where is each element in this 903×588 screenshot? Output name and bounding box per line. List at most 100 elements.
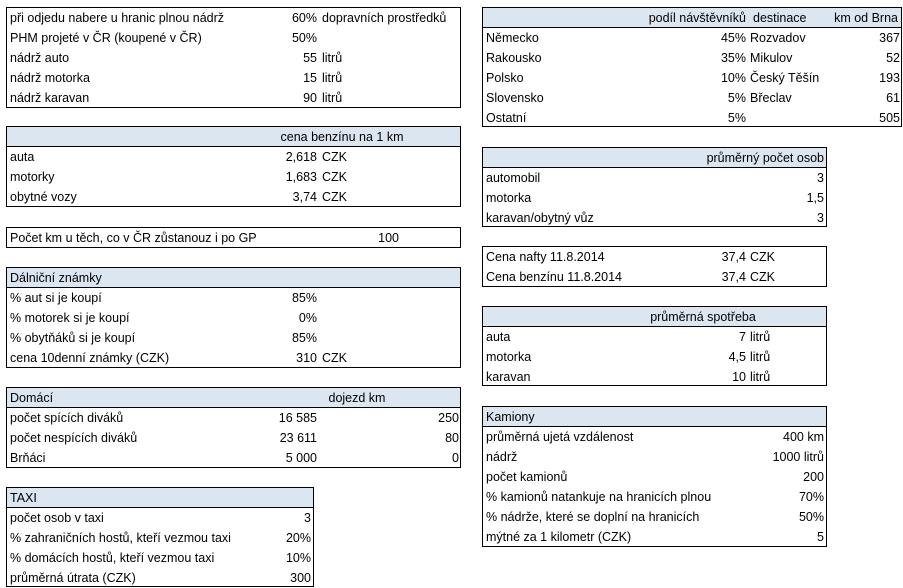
row-km[interactable]: 61 — [886, 91, 900, 105]
row-label[interactable]: obytné vozy — [10, 190, 77, 204]
row-value[interactable]: 50% — [291, 31, 317, 45]
row-label[interactable]: % motorek si je koupí — [10, 311, 130, 325]
row-label[interactable]: auta — [486, 330, 511, 344]
row-value[interactable]: 20% — [285, 531, 311, 545]
row-value[interactable]: 1,5 — [806, 191, 824, 205]
row-value[interactable]: 1000 litrů — [772, 450, 824, 464]
row-value[interactable]: 10% — [285, 551, 311, 565]
row-label[interactable]: počet spících diváků — [10, 411, 124, 425]
row-unit[interactable]: litrů — [322, 91, 343, 105]
row-dest[interactable]: Český Těšín — [750, 71, 820, 85]
row-value[interactable]: 23 611 — [279, 431, 317, 445]
row-country[interactable]: Slovensko — [486, 91, 544, 105]
header-share-label[interactable]: podíl návštěvníků — [648, 11, 746, 25]
row-value[interactable]: 60% — [291, 11, 317, 25]
row-label[interactable]: průměrná ujetá vzdálenost — [486, 430, 634, 444]
row-value[interactable]: 3,74 — [292, 190, 317, 204]
row-label[interactable]: nádrž auto — [10, 51, 70, 65]
row-km[interactable]: 80 — [445, 431, 459, 445]
row-value[interactable]: 200 — [803, 470, 824, 484]
row-label[interactable]: mýtné za 1 kilometr (CZK) — [486, 530, 632, 544]
header-dest-label[interactable]: destinace — [753, 11, 807, 25]
row-dest[interactable]: Mikulov — [750, 51, 793, 65]
row-label[interactable]: nádrž motorka — [10, 71, 90, 85]
row-km[interactable]: 0 — [452, 451, 459, 465]
row-value[interactable]: 10 — [732, 370, 746, 384]
row-label[interactable]: % nádrže, které se doplní na hranicích — [486, 510, 700, 524]
row-label[interactable]: karavan — [486, 370, 531, 384]
row-km[interactable]: 367 — [879, 31, 900, 45]
row-value[interactable]: 85% — [291, 291, 317, 305]
row-label[interactable]: % zahraničních hostů, kteří vezmou taxi — [10, 531, 231, 545]
row-label[interactable]: Počet km u těch, co v ČR zůstanouz i po … — [10, 231, 257, 245]
row-value[interactable]: 50% — [798, 510, 824, 524]
row-value[interactable]: 2,618 — [285, 150, 317, 164]
header-label[interactable]: průměrná spotřeba — [650, 310, 756, 324]
row-country[interactable]: Ostatní — [486, 111, 527, 125]
row-value[interactable]: 7 — [739, 330, 746, 344]
row-km[interactable]: 505 — [879, 111, 900, 125]
row-unit[interactable]: litrů — [322, 51, 343, 65]
row-value[interactable]: 70% — [798, 490, 824, 504]
row-value[interactable]: 310 — [296, 351, 317, 365]
row-value[interactable]: 55 — [303, 51, 317, 65]
row-value[interactable]: 4,5 — [728, 350, 746, 364]
row-share[interactable]: 35% — [720, 51, 746, 65]
row-label[interactable]: PHM projeté v ČR (koupené v ČR) — [10, 31, 202, 45]
header-label[interactable]: TAXI — [10, 491, 37, 505]
row-label[interactable]: počet nespících diváků — [10, 431, 138, 445]
row-label[interactable]: % obytňáků si je koupí — [10, 331, 136, 345]
header-label[interactable]: cena benzínu na 1 km — [280, 130, 404, 144]
row-km[interactable]: 52 — [886, 51, 900, 65]
row-label[interactable]: motorka — [486, 191, 532, 205]
row-label[interactable]: Brňáci — [10, 451, 46, 465]
row-unit[interactable]: CZK — [322, 150, 347, 164]
row-share[interactable]: 45% — [720, 31, 746, 45]
row-unit[interactable]: dopravních prostředků — [322, 11, 447, 25]
row-value[interactable]: 300 — [290, 571, 311, 585]
row-value[interactable]: 37,4 — [721, 270, 746, 284]
row-dest[interactable]: Rozvadov — [750, 31, 806, 45]
row-unit[interactable]: litrů — [750, 330, 771, 344]
row-km[interactable]: 193 — [879, 71, 900, 85]
row-value[interactable]: 3 — [817, 211, 824, 225]
row-value[interactable]: 15 — [303, 71, 317, 85]
row-unit[interactable]: litrů — [322, 71, 343, 85]
row-value[interactable]: 16 585 — [278, 411, 317, 425]
row-value[interactable]: 400 km — [783, 430, 824, 444]
row-value[interactable]: 0% — [298, 311, 317, 325]
header-label[interactable]: Kamiony — [486, 410, 535, 424]
row-label[interactable]: motorky — [10, 170, 55, 184]
row-share[interactable]: 5% — [727, 111, 746, 125]
row-value[interactable]: 85% — [291, 331, 317, 345]
row-value[interactable]: 5 000 — [285, 451, 317, 465]
row-km[interactable]: 250 — [438, 411, 459, 425]
row-value[interactable]: 37,4 — [721, 250, 746, 264]
row-label[interactable]: průměrná útrata (CZK) — [10, 571, 136, 585]
row-label[interactable]: nádrž — [486, 450, 518, 464]
row-label[interactable]: % kamionů natankuje na hranicích plnou — [486, 490, 712, 504]
row-label[interactable]: karavan/obytný vůz — [486, 211, 594, 225]
row-label[interactable]: při odjedu nabere u hranic plnou nádrž — [10, 11, 225, 25]
row-label[interactable]: motorka — [486, 350, 532, 364]
row-unit[interactable]: CZK — [322, 170, 347, 184]
row-value[interactable]: 1,683 — [285, 170, 317, 184]
header-km-label[interactable]: km od Brna — [834, 11, 898, 25]
header-label[interactable]: Dálniční známky — [10, 271, 102, 285]
row-label[interactable]: cena 10denní známky (CZK) — [10, 351, 170, 365]
row-label[interactable]: auta — [10, 150, 35, 164]
row-country[interactable]: Rakousko — [486, 51, 542, 65]
row-unit[interactable]: CZK — [322, 190, 347, 204]
row-label[interactable]: % aut si je koupí — [10, 291, 102, 305]
row-label[interactable]: % domácích hostů, kteří vezmou taxi — [10, 551, 215, 565]
row-unit[interactable]: litrů — [750, 370, 771, 384]
row-value[interactable]: 3 — [817, 171, 824, 185]
row-label[interactable]: Cena benzínu 11.8.2014 — [486, 270, 622, 284]
row-label[interactable]: nádrž karavan — [10, 91, 90, 105]
row-dest[interactable]: Břeclav — [750, 91, 792, 105]
header-label[interactable]: Domácí — [10, 391, 54, 405]
row-share[interactable]: 10% — [720, 71, 746, 85]
row-country[interactable]: Polsko — [486, 71, 524, 85]
row-value[interactable]: 5 — [817, 530, 824, 544]
row-label[interactable]: Cena nafty 11.8.2014 — [486, 250, 605, 264]
